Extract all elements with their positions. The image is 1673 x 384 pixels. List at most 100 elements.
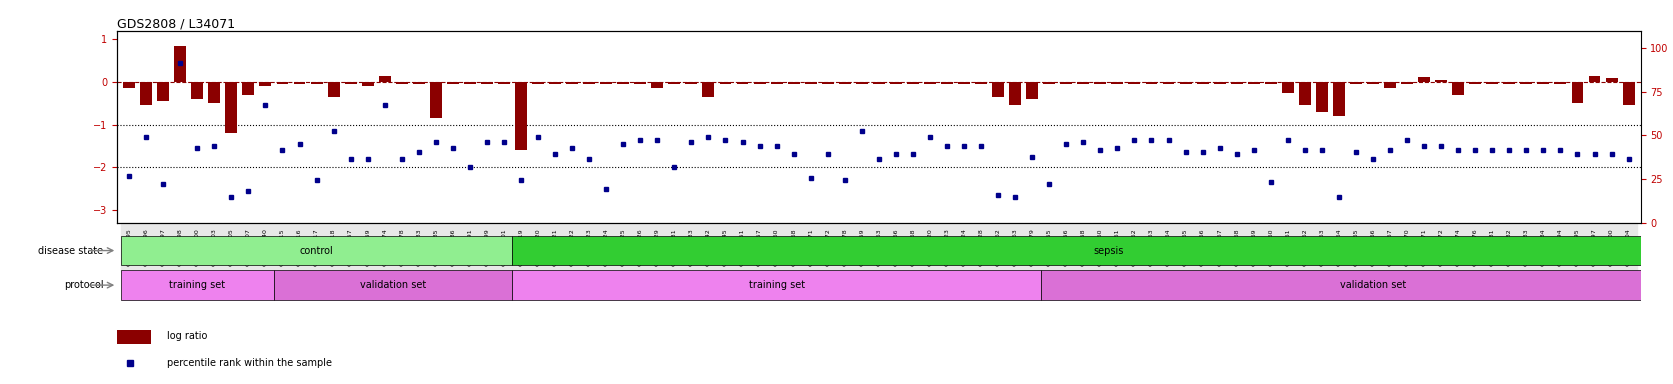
Bar	[1161, 82, 1174, 84]
Bar	[1282, 82, 1293, 93]
Bar	[1400, 82, 1412, 84]
FancyBboxPatch shape	[1041, 270, 1673, 300]
Bar	[1452, 82, 1464, 95]
FancyBboxPatch shape	[274, 270, 512, 300]
Bar	[1179, 82, 1191, 84]
Bar	[532, 82, 544, 84]
FancyBboxPatch shape	[120, 270, 274, 300]
Bar	[601, 82, 612, 84]
Bar	[975, 82, 987, 84]
Bar	[1144, 82, 1156, 84]
Bar	[617, 82, 629, 84]
Bar	[1604, 78, 1616, 82]
Bar	[361, 82, 373, 86]
Bar	[1026, 82, 1037, 99]
Bar	[243, 82, 254, 95]
Text: validation set: validation set	[1338, 280, 1405, 290]
Bar	[736, 82, 748, 84]
Bar	[1486, 82, 1497, 84]
Bar	[395, 82, 408, 84]
Bar	[191, 82, 202, 99]
Bar	[463, 82, 475, 84]
Bar	[447, 82, 458, 84]
Bar	[838, 82, 850, 84]
FancyBboxPatch shape	[512, 236, 1673, 265]
Bar	[1621, 82, 1633, 105]
Bar	[1196, 82, 1208, 84]
Bar	[1111, 82, 1123, 84]
Bar	[276, 82, 288, 84]
Bar	[259, 82, 271, 86]
Text: protocol: protocol	[64, 280, 104, 290]
Bar	[634, 82, 646, 84]
Bar	[940, 82, 952, 84]
Text: training set: training set	[169, 280, 226, 290]
Bar	[957, 82, 969, 84]
Text: validation set: validation set	[360, 280, 427, 290]
Bar	[1265, 82, 1276, 84]
Bar	[345, 82, 356, 84]
Bar	[805, 82, 816, 84]
Text: GDS2808 / L34071: GDS2808 / L34071	[117, 18, 236, 31]
Text: log ratio: log ratio	[167, 331, 207, 341]
Bar	[1059, 82, 1072, 84]
Text: sepsis: sepsis	[1092, 245, 1123, 256]
Bar	[1588, 76, 1599, 82]
Bar	[1434, 80, 1445, 82]
Bar	[1571, 82, 1583, 103]
Bar	[788, 82, 800, 84]
Bar	[565, 82, 577, 84]
Bar	[413, 82, 425, 84]
Bar	[1230, 82, 1241, 84]
Bar	[821, 82, 833, 84]
Bar	[753, 82, 765, 84]
FancyBboxPatch shape	[512, 270, 1041, 300]
Bar	[992, 82, 1004, 97]
Bar	[1469, 82, 1481, 84]
Bar	[207, 82, 221, 103]
Bar	[1367, 82, 1379, 84]
Bar	[719, 82, 731, 84]
Text: control: control	[299, 245, 333, 256]
Bar	[890, 82, 902, 84]
Bar	[872, 82, 885, 84]
Bar	[1536, 82, 1549, 84]
Bar	[907, 82, 918, 84]
Bar	[1519, 82, 1531, 84]
Bar	[651, 82, 663, 88]
Bar	[174, 46, 186, 82]
Bar	[1315, 82, 1327, 112]
Bar	[293, 82, 304, 84]
Bar	[549, 82, 560, 84]
Bar	[923, 82, 935, 84]
Bar	[378, 76, 390, 82]
Bar	[703, 82, 714, 97]
Bar	[1332, 82, 1343, 116]
Bar	[141, 82, 152, 105]
Bar	[480, 82, 492, 84]
Bar	[1213, 82, 1225, 84]
Bar	[515, 82, 527, 150]
Bar	[1348, 82, 1362, 84]
Bar	[668, 82, 679, 84]
Bar	[1009, 82, 1021, 105]
Bar	[1502, 82, 1514, 84]
Bar	[430, 82, 442, 118]
Bar	[1554, 82, 1566, 84]
Bar	[124, 82, 136, 88]
Bar	[855, 82, 867, 84]
Bar	[1077, 82, 1089, 84]
Bar	[684, 82, 698, 84]
Bar	[1042, 82, 1054, 84]
Text: training set: training set	[748, 280, 805, 290]
Bar	[1298, 82, 1310, 105]
Bar	[1417, 77, 1429, 82]
Bar	[157, 82, 169, 101]
Bar	[770, 82, 781, 84]
Bar	[1246, 82, 1258, 84]
FancyBboxPatch shape	[120, 236, 512, 265]
Bar	[499, 82, 510, 84]
Bar	[1384, 82, 1395, 88]
Text: disease state: disease state	[38, 245, 104, 256]
Bar	[117, 330, 151, 344]
